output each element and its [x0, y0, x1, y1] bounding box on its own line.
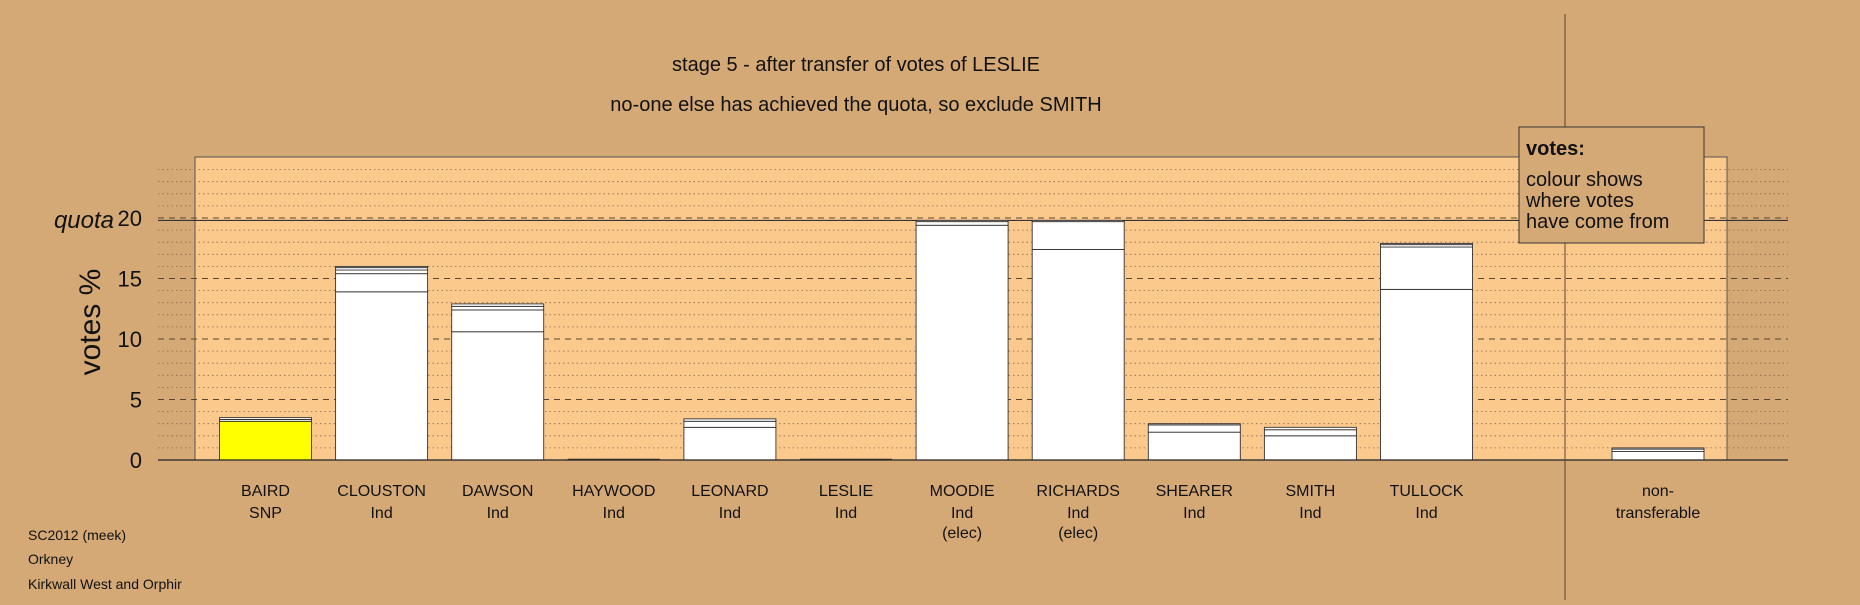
x-label-name: SHEARER	[1156, 483, 1233, 500]
bar-richards-segment	[1031, 249, 1125, 461]
bar-shearer-segment	[1147, 423, 1241, 426]
x-label-party: Ind	[1183, 505, 1205, 522]
chart-title: stage 5 - after transfer of votes of LES…	[672, 54, 1040, 76]
y-tick-label: 10	[118, 327, 142, 352]
bar-shearer-segment	[1147, 431, 1241, 461]
bar-leonard-segment	[683, 420, 777, 428]
nontransferable-label-1: non-	[1642, 483, 1674, 500]
bar-clouston-segment	[335, 273, 429, 293]
x-label-name: DAWSON	[462, 483, 533, 500]
bar-tullock-segment	[1380, 246, 1473, 290]
x-label-name: BAIRD	[241, 483, 290, 500]
bars	[219, 219, 1705, 461]
bar-leonard-segment	[683, 418, 777, 422]
chart-subtitle: no-one else has achieved the quota, so e…	[610, 94, 1101, 116]
bar-dawson-segment	[451, 303, 545, 307]
bar-nontransferable-segment	[1611, 451, 1705, 461]
y-tick-label: 0	[130, 448, 142, 473]
bar-baird-segment	[219, 417, 312, 420]
bar-dawson-segment	[451, 305, 545, 311]
x-label-name: TULLOCK	[1390, 483, 1464, 500]
x-label-name: HAYWOOD	[572, 483, 655, 500]
bar-shearer-segment	[1147, 424, 1241, 433]
x-label-name: RICHARDS	[1036, 483, 1120, 500]
x-label-party: Ind	[951, 505, 973, 522]
bar-moodie-segment	[915, 219, 1009, 223]
quota-label: quota	[54, 207, 114, 234]
legend-line-2: where votes	[1525, 190, 1634, 212]
bar-dawson-segment	[451, 331, 545, 461]
legend-line-3: have come from	[1526, 211, 1669, 233]
bar-smith-segment	[1263, 429, 1357, 437]
x-label-party: Ind	[835, 505, 857, 522]
footer-line-1: SC2012 (meek)	[28, 527, 126, 543]
bar-dawson-segment	[451, 309, 545, 333]
legend-line-1: colour shows	[1526, 169, 1643, 191]
bar-richards-segment	[1031, 219, 1125, 223]
x-label-party: Ind	[1415, 505, 1437, 522]
bar-clouston-segment	[335, 291, 429, 461]
bar-smith-segment	[1263, 426, 1357, 431]
x-label-party: Ind	[603, 505, 625, 522]
x-label-name: LESLIE	[819, 483, 873, 500]
x-label-elected: (elec)	[942, 525, 982, 542]
bar-leonard-segment	[683, 426, 777, 461]
legend-box	[1518, 126, 1705, 244]
bar-clouston-segment	[335, 265, 429, 269]
y-tick-label: 5	[130, 388, 142, 413]
bar-clouston-segment	[335, 269, 429, 275]
y-axis-label: votes %	[74, 269, 107, 376]
nontransferable-label-2: transferable	[1616, 505, 1701, 522]
x-label-elected: (elec)	[1058, 525, 1098, 542]
x-label-party: Ind	[719, 505, 741, 522]
x-label-party: Ind	[487, 505, 509, 522]
footer-line-3: Kirkwall West and Orphir	[28, 576, 182, 592]
x-label-party: Ind	[370, 505, 392, 522]
bar-nontransferable-segment	[1611, 447, 1705, 450]
x-label-party: SNP	[249, 505, 282, 522]
bar-tullock-segment	[1380, 242, 1473, 246]
bar-baird-segment	[219, 420, 312, 461]
bar-moodie-segment	[915, 224, 1009, 461]
x-label-party: Ind	[1067, 505, 1089, 522]
x-label-name: CLOUSTON	[337, 483, 426, 500]
y-tick-label: 20	[118, 206, 142, 231]
bar-richards-segment	[1031, 221, 1125, 250]
legend-title: votes:	[1526, 138, 1585, 160]
y-tick-label: 15	[118, 267, 142, 292]
x-label-name: MOODIE	[930, 483, 995, 500]
legend: votes: colour shows where votes have com…	[1518, 126, 1705, 244]
x-label-party: Ind	[1299, 505, 1321, 522]
bar-smith-segment	[1263, 435, 1357, 461]
axes: 0 5 10 15 20 BAIRD SNP CLOUSTON Ind DAWSON Ind HAYW…	[118, 14, 1788, 600]
x-label-name: SMITH	[1286, 483, 1336, 500]
x-label-name: LEONARD	[691, 483, 768, 500]
bar-tullock-segment	[1380, 288, 1473, 461]
bar-moodie-segment	[915, 221, 1009, 226]
footer-line-2: Orkney	[28, 551, 73, 567]
